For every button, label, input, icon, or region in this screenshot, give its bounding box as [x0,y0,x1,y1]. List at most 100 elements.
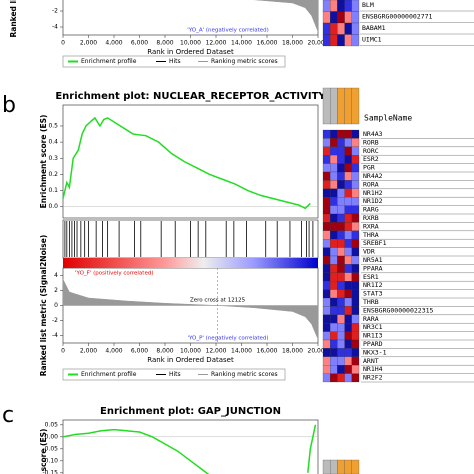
gene-label: NR1H4 [363,365,383,373]
y-tick-label: -2 [52,317,58,324]
heatmap-cell [351,138,360,147]
legend-label: Ranking metric scores [211,371,278,378]
sample-header [351,87,360,125]
chart-title: Enrichment plot: NUCLEAR_RECEPTOR_ACTIVI… [55,91,326,102]
heatmap-cell [337,197,345,206]
legend-box [62,368,286,381]
heatmap-cell [330,11,338,24]
sample-header [351,459,360,474]
heatmap-cell [322,365,331,374]
heatmap-cell [351,163,360,173]
heatmap-cell [351,281,360,290]
heatmap-cell [351,356,360,366]
heatmap-cell [337,138,345,147]
sample-header [322,459,331,474]
plot-frame [62,104,319,219]
annotation: Zero cross at 12125 [190,298,246,304]
legend-label: Enrichment profile [81,58,137,65]
gene-label: BLM [362,1,374,9]
heatmap-cell [337,314,345,324]
heatmap-cell [344,180,352,189]
heatmap-cell [322,0,331,12]
heatmap-cell [322,155,331,164]
gene-label: VDR [363,248,375,256]
heatmap-cell [344,0,352,12]
heatmap-cell [344,22,352,35]
gene-label: PPARA [363,264,383,272]
heatmap-cell [344,222,352,231]
heatmap-cell [322,213,331,223]
annotation: 'YO_F' (positively correlated) [75,271,153,277]
x-tick-label: 10,000 [180,348,201,355]
x-tick-label: 8,000 [156,40,173,47]
gene-label: NR5A1 [363,256,383,264]
x-tick-label: 16,000 [257,348,278,355]
heatmap-cell [330,34,338,47]
gene-label: ENSBGRG00000002771 [362,13,433,21]
heatmap-cell [337,230,345,240]
heatmap-cell [344,339,352,349]
gene-label: NR2F2 [363,374,383,382]
heatmap-cell [330,255,338,265]
legend-label: Enrichment profile [81,371,137,378]
annotation: 'YO_A' (negatively correlated) [187,28,269,34]
heatmap-cell [344,213,352,223]
gene-label: BABAM1 [362,24,386,32]
heatmap-cell [351,272,360,282]
enrichment-line [62,116,311,210]
heatmap-cell [337,289,345,299]
gene-label: RORC [363,147,379,155]
gene-label: NR4A2 [363,172,383,180]
heatmap-cell [330,0,338,12]
y-tick-label: 0.0 [48,203,58,210]
y-tick-label: 2 [54,287,58,294]
heatmap-cell [337,247,345,257]
heatmap-cell [322,197,331,206]
heatmap-cell [330,22,338,35]
heatmap-header: SampleName [364,114,412,123]
heatmap-cell [337,365,345,374]
heatmap-cell [351,264,360,273]
gene-label: PPARD [363,340,383,348]
heatmap-cell [322,138,331,147]
heatmap-cell [322,289,331,299]
heatmap-cell [351,180,360,189]
heatmap-cell [344,348,352,357]
panel-label: b [2,93,16,118]
heatmap-cell [351,146,360,156]
plot-frame [62,419,319,474]
heatmap-cell [344,171,352,181]
gene-label: THRA [363,231,379,239]
x-tick-label: 16,000 [257,40,278,47]
heatmap-cell [344,281,352,290]
heatmap-cell [322,34,331,47]
heatmap-cell [351,331,360,341]
enrichment-line [62,424,317,474]
heatmap-cell [351,34,360,47]
heatmap-cell [337,264,345,273]
heatmap-cell [322,129,331,139]
x-tick-label: 18,000 [282,348,303,355]
gene-label: RORB [363,138,379,146]
y-tick-label: 0.3 [48,155,58,162]
x-tick-label: 8,000 [156,348,173,355]
gene-label: NR3C1 [363,323,383,331]
heatmap-cell [351,323,360,332]
gene-label: NR1I3 [363,332,383,340]
heatmap-cell [351,289,360,299]
heatmap-cell [351,11,360,24]
heatmap-cell [337,297,345,307]
gene-label: STAT3 [363,290,383,298]
heatmap-cell [337,339,345,349]
legend-label: Ranking metric scores [211,58,278,65]
heatmap-cell [337,129,345,139]
heatmap-cell [337,34,345,47]
heatmap-cell [337,239,345,248]
heatmap-cell [351,348,360,357]
heatmap-cell [330,356,338,366]
y-axis-label: Enrichment score (ES) [39,115,48,209]
gene-label: RXRA [363,222,379,230]
gene-label: PGR [363,164,375,172]
heatmap-cell [351,247,360,257]
